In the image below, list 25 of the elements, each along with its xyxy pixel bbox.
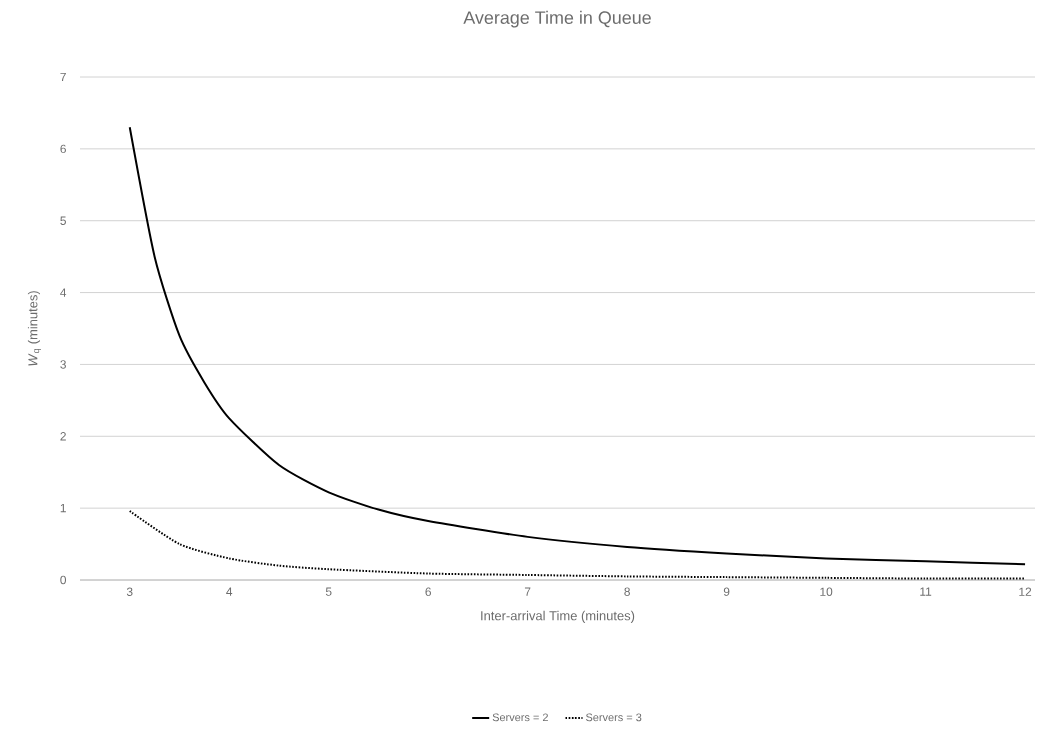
legend-label: Servers = 3 <box>586 713 642 722</box>
y-tick-label: 4 <box>60 288 67 297</box>
x-tick-label: 10 <box>820 587 833 596</box>
legend-label: Servers = 2 <box>492 713 548 722</box>
x-tick-label: 11 <box>920 587 932 596</box>
x-axis-title: Inter-arrival Time (minutes) <box>481 610 635 623</box>
y-tick-label: 2 <box>60 432 66 441</box>
y-tick-label: 7 <box>60 72 66 82</box>
x-tick-label: 6 <box>425 587 431 596</box>
x-tick-label: 7 <box>524 587 531 596</box>
x-tick-label: 9 <box>723 587 730 596</box>
y-tick-label: 1 <box>60 504 66 513</box>
y-tick-label: 6 <box>60 144 66 154</box>
chart-title: Average Time in Queue <box>463 10 651 28</box>
y-tick-label: 3 <box>60 360 66 369</box>
x-tick-label: 12 <box>1019 587 1032 596</box>
y-axis-title: W$_{q}$ (minutes) <box>27 291 41 366</box>
x-tick-label: 3 <box>126 587 133 596</box>
line-series <box>128 126 1027 566</box>
x-tick-label: 4 <box>226 587 233 596</box>
y-tick-label: 0 <box>60 575 67 585</box>
x-tick-label: 5 <box>325 587 332 596</box>
x-tick-label: 8 <box>624 587 630 596</box>
y-tick-label: 5 <box>60 216 66 225</box>
line-series <box>128 510 1027 580</box>
